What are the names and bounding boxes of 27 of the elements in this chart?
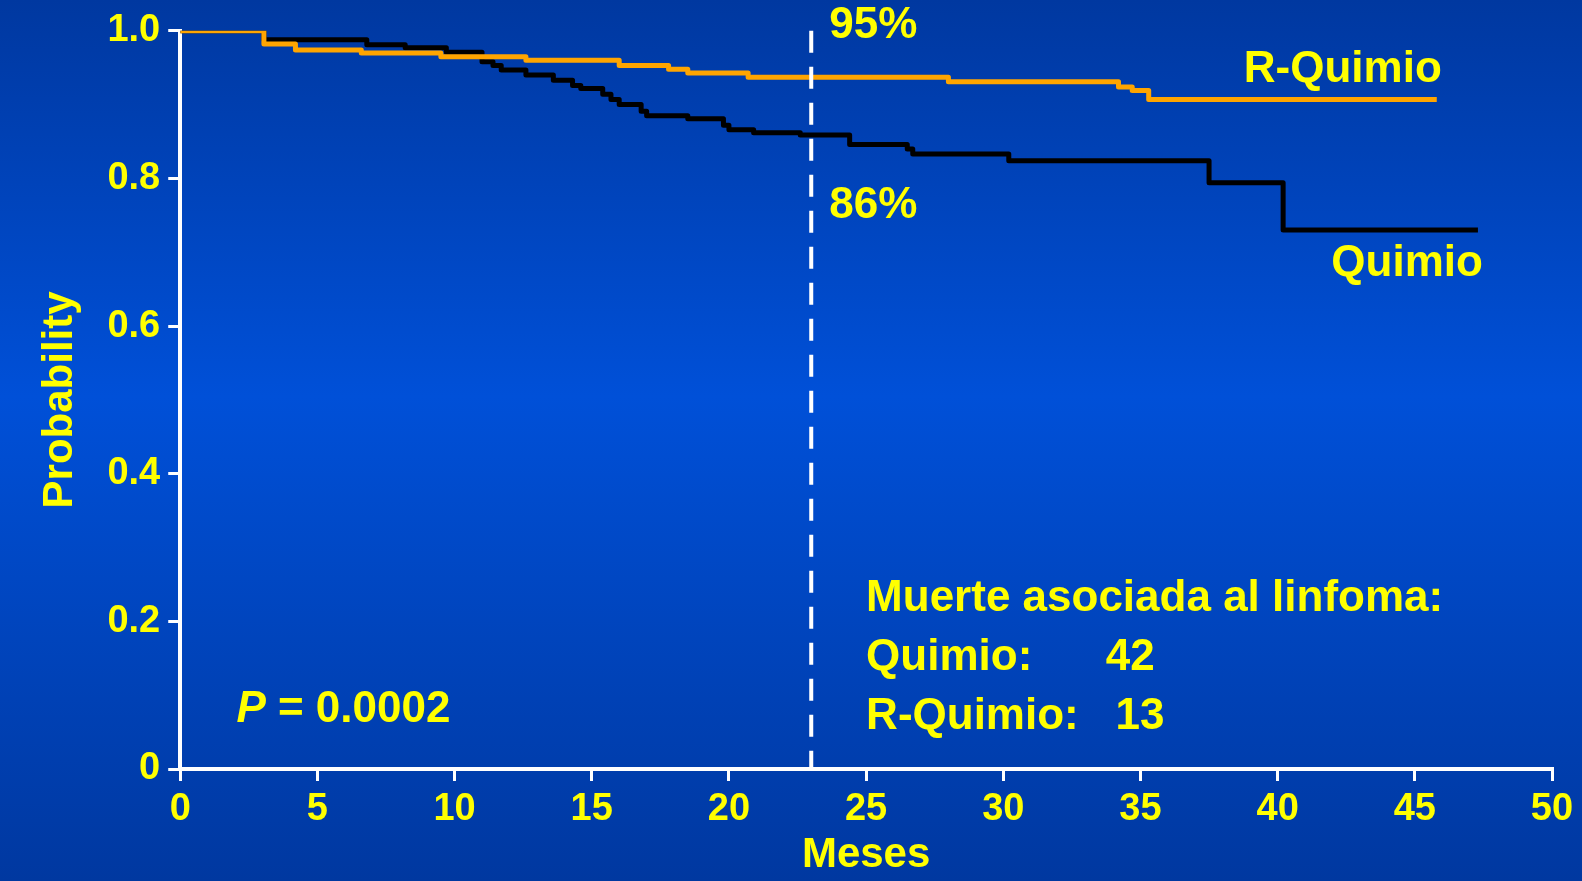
x-axis-title: Meses — [801, 829, 931, 877]
annotation: 86% — [829, 178, 918, 228]
series-label: R-Quimio — [1243, 41, 1442, 91]
x-tick-label: 35 — [1119, 786, 1162, 829]
x-tick-label: 30 — [982, 786, 1025, 829]
x-tick-label: 0 — [169, 786, 191, 829]
series-label: Quimio — [1331, 236, 1483, 286]
annotation: Muerte asociada al linfoma: — [866, 571, 1444, 621]
annotation: 95% — [829, 0, 918, 47]
x-tick-label: 40 — [1256, 786, 1299, 829]
x-tick-label: 5 — [306, 786, 328, 829]
x-tick-label: 45 — [1393, 786, 1436, 829]
x-tick-label: 15 — [570, 786, 613, 829]
x-tick-label: 25 — [844, 786, 888, 829]
y-axis-title: Probability — [33, 290, 81, 509]
y-tick-label: 0.6 — [107, 302, 161, 345]
x-tick-label: 20 — [707, 786, 751, 829]
x-tick-label: 50 — [1530, 786, 1574, 829]
y-tick-label: 0.2 — [107, 597, 161, 640]
y-tick-label: 0.8 — [107, 154, 161, 197]
y-tick-label: 0 — [139, 745, 161, 788]
annotation: P = 0.0002 — [236, 682, 451, 732]
y-tick-label: 1.0 — [107, 7, 161, 50]
x-tick-label: 10 — [433, 786, 476, 829]
annotation: R-Quimio: 13 — [866, 689, 1165, 739]
annotation: Quimio: 42 — [866, 630, 1155, 680]
y-tick-label: 0.4 — [107, 450, 161, 493]
